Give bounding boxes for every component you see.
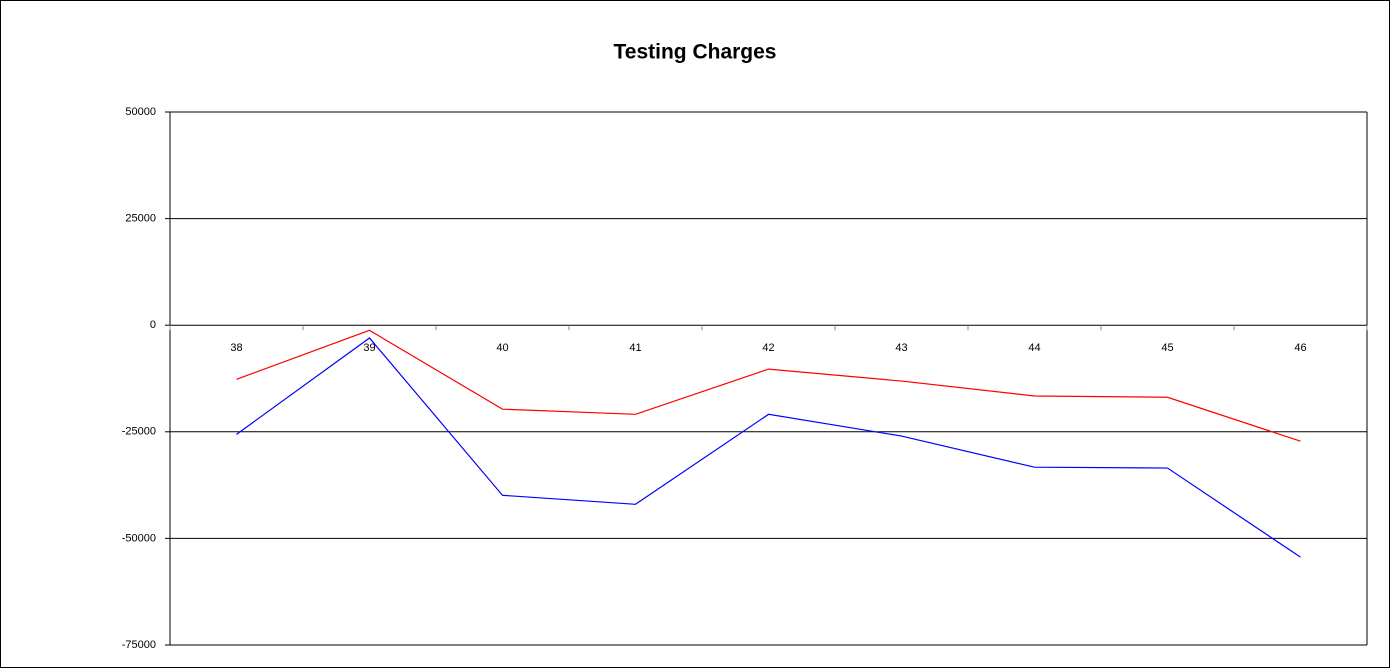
y-tick-label: 25000 xyxy=(125,213,156,225)
x-tick-label: 44 xyxy=(1028,342,1040,354)
y-tick-label: -25000 xyxy=(122,426,156,438)
x-tick-label: 43 xyxy=(895,342,907,354)
x-tick-label: 41 xyxy=(629,342,641,354)
x-tick-label: 42 xyxy=(762,342,774,354)
x-tick-label: 39 xyxy=(363,342,375,354)
x-tick-label: 45 xyxy=(1161,342,1173,354)
y-tick-label: 0 xyxy=(150,319,156,331)
series-line xyxy=(236,337,1301,558)
y-tick-label: 50000 xyxy=(125,106,156,118)
x-tick-label: 40 xyxy=(496,342,508,354)
series-line xyxy=(236,329,1301,442)
chart-title: Testing Charges xyxy=(614,41,777,64)
y-tick-label: -50000 xyxy=(122,532,156,544)
x-tick-label: 38 xyxy=(230,342,242,354)
x-tick-label: 46 xyxy=(1294,342,1306,354)
y-tick-label: -75000 xyxy=(122,639,156,651)
